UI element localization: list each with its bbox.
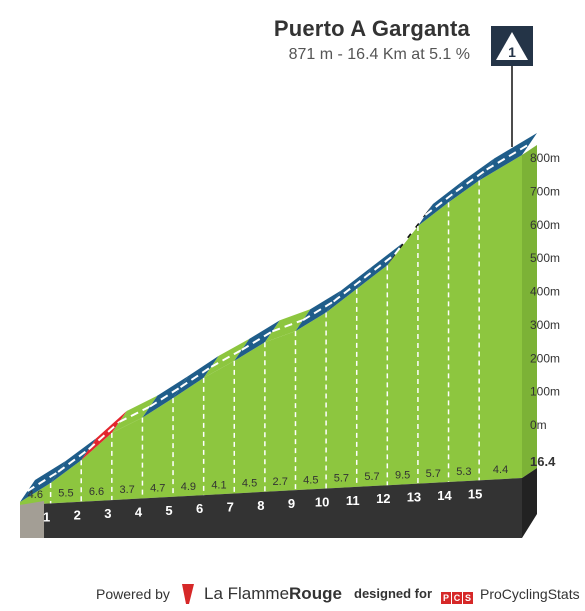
start-block xyxy=(20,501,44,538)
km-marker-label: 14 xyxy=(437,488,452,503)
procyclingstats-brand: ProCyclingStats xyxy=(480,586,580,602)
y-tick-label: 700m xyxy=(530,184,560,198)
road-centre-line xyxy=(332,277,365,303)
segment-gradient-label: 5.5 xyxy=(58,488,73,500)
km-dividers xyxy=(49,180,480,504)
climb-header: Puerto A Garganta 871 m - 16.4 Km at 5.1… xyxy=(274,16,470,64)
road-centre-line xyxy=(272,319,304,333)
segment-gradient-label: 5.3 xyxy=(456,466,471,478)
km-marker-label: 9 xyxy=(288,496,295,511)
brand-bold: Rouge xyxy=(289,584,342,603)
road-centre-line xyxy=(26,471,59,492)
y-tick-label: 600m xyxy=(530,218,560,232)
y-tick-label: 400m xyxy=(530,285,560,299)
segment-gradient-label: 4.5 xyxy=(242,478,257,490)
brand-light: La Flamme xyxy=(204,584,290,603)
km-marker-label: 5 xyxy=(165,503,172,518)
road-centre-line xyxy=(118,405,151,423)
y-tick-label: 500m xyxy=(530,251,560,265)
km-marker-label: 3 xyxy=(104,506,111,521)
road-centre-line xyxy=(149,386,182,408)
road-centre-line xyxy=(241,330,273,351)
road-centre-line xyxy=(57,448,90,473)
la-flamme-rouge-logo-icon xyxy=(182,584,194,604)
y-tick-label: 0m xyxy=(530,418,547,432)
segment-gradient-label: 4.4 xyxy=(493,464,508,476)
road-centre-line xyxy=(302,300,335,321)
climb-subtitle: 871 m - 16.4 Km at 5.1 % xyxy=(288,46,470,63)
km-marker-label: 11 xyxy=(346,493,360,508)
pcs-letter-c: C xyxy=(452,592,462,604)
segment-gradient-label: 9.5 xyxy=(395,469,410,481)
segment-gradient-label: 5.7 xyxy=(364,471,379,483)
road-segment xyxy=(479,133,537,181)
terrain-side xyxy=(522,145,537,478)
label-layer: 4.6 5.5 6.6 3.7 4.7 4.9 4.1 4.5 2.7 4.5 5.7 5.7 9.5 5… xyxy=(28,151,560,524)
km-marker-label: 7 xyxy=(227,499,234,514)
y-tick-label: 200m xyxy=(530,351,560,365)
climb-title: Puerto A Garganta xyxy=(273,16,470,41)
total-distance-label: 16.4 xyxy=(530,454,556,469)
segment-gradient-label: 4.5 xyxy=(303,474,318,486)
km-marker-label: 1 xyxy=(43,509,50,524)
segment-gradient-label: 5.7 xyxy=(334,473,349,485)
base-layer xyxy=(20,468,537,538)
road-centre-line xyxy=(179,366,212,388)
segment-gradient-label: 2.7 xyxy=(273,476,288,488)
designed-for-label: designed for xyxy=(354,586,433,601)
road-centre-line xyxy=(455,168,488,193)
pcs-letter-s: S xyxy=(463,592,473,604)
pcs-letter-p: P xyxy=(441,592,451,604)
road-layer xyxy=(20,133,537,502)
la-flamme-rouge-brand: La FlammeRouge xyxy=(204,584,342,604)
road-centre-line xyxy=(210,349,243,368)
terrain-face xyxy=(20,155,522,505)
road-centre-line xyxy=(424,190,457,216)
summit-triangle-icon xyxy=(496,32,528,60)
segment-gradient-label: 4.9 xyxy=(181,481,196,493)
km-marker-label: 12 xyxy=(376,491,390,506)
y-tick-label: 100m xyxy=(530,385,560,399)
segment-gradient-label: 3.7 xyxy=(119,484,134,496)
segment-gradient-label: 4.7 xyxy=(150,483,165,495)
road-centre-line xyxy=(88,421,120,450)
segment-gradient-label: 4.1 xyxy=(211,479,226,491)
km-marker-label: 4 xyxy=(135,504,143,519)
y-tick-label: 800m xyxy=(530,151,560,165)
road-centre-line xyxy=(394,214,427,255)
km-marker-label: 8 xyxy=(257,498,264,513)
km-marker-label: 13 xyxy=(407,490,421,505)
base-bar-side xyxy=(522,468,537,538)
footer: Powered by La FlammeRouge designed for P… xyxy=(0,580,585,610)
road-centre-line xyxy=(363,253,396,279)
km-marker-label: 2 xyxy=(74,508,81,523)
base-bar xyxy=(44,478,522,538)
road-centre-line xyxy=(486,143,531,171)
summit-marker-layer: 1 xyxy=(491,26,533,147)
segment-gradient-label: 6.6 xyxy=(89,486,104,498)
segment-gradient-label: 4.6 xyxy=(28,489,43,501)
km-marker-label: 15 xyxy=(468,486,482,501)
segment-gradient-label: 5.7 xyxy=(426,468,441,480)
km-marker-label: 6 xyxy=(196,501,203,516)
powered-by-label: Powered by xyxy=(96,586,170,602)
y-tick-label: 300m xyxy=(530,318,560,332)
km-marker-label: 10 xyxy=(315,495,329,510)
terrain-layer xyxy=(20,145,537,505)
summit-category-label: 1 xyxy=(508,44,516,60)
